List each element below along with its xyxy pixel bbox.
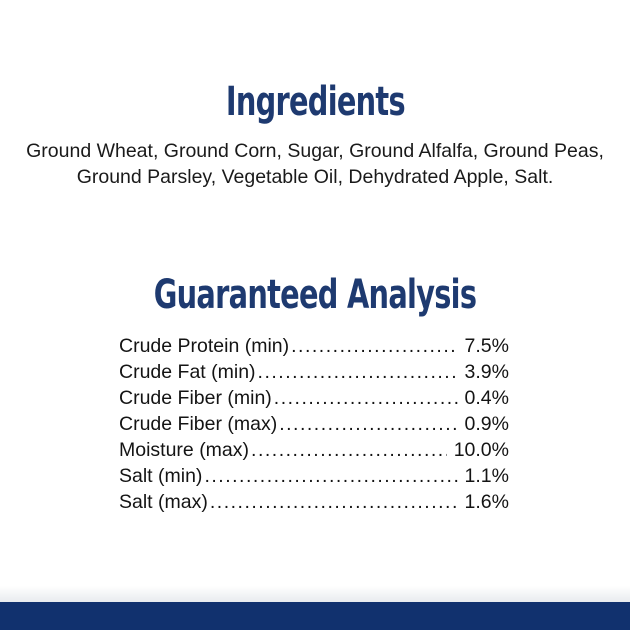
dot-leader: ........................................… [209, 491, 458, 513]
analysis-row-value: 1.1% [464, 465, 509, 487]
analysis-row: Salt (max) .............................… [119, 489, 509, 515]
dot-leader: ........................................… [204, 465, 457, 487]
dot-leader: ........................................… [279, 413, 457, 435]
analysis-row-value: 1.6% [464, 491, 509, 513]
ingredients-line: Ground Wheat, Ground Corn, Sugar, Ground… [26, 140, 604, 162]
bottom-navy-bar [0, 602, 630, 630]
analysis-row-label: Crude Fiber (max) [119, 413, 278, 435]
guaranteed-analysis-title: Guaranteed Analysis [0, 274, 630, 316]
analysis-row: Crude Fat (min) ........................… [119, 359, 509, 385]
dot-leader: ........................................… [273, 387, 458, 409]
analysis-row-label: Salt (min) [119, 465, 203, 487]
analysis-row-value: 0.4% [464, 387, 509, 409]
dot-leader: ........................................… [251, 439, 447, 461]
dot-leader: ........................................… [291, 335, 458, 357]
guaranteed-analysis-table: Crude Protein (min) ....................… [119, 333, 509, 515]
analysis-row-value: 10.0% [453, 439, 509, 461]
analysis-row: Crude Fiber (max) ......................… [119, 411, 509, 437]
analysis-row-label: Salt (max) [119, 491, 208, 513]
ingredients-line: Ground Parsley, Vegetable Oil, Dehydrate… [76, 165, 554, 188]
analysis-row-value: 7.5% [464, 335, 509, 357]
ingredients-text: Ground Wheat, Ground Corn, Sugar, Ground… [20, 139, 610, 190]
analysis-row: Crude Fiber (min) ......................… [119, 385, 509, 411]
dot-leader: ........................................… [257, 361, 458, 383]
analysis-row: Moisture (max) .........................… [119, 437, 509, 463]
analysis-row-label: Moisture (max) [119, 439, 250, 461]
analysis-row-label: Crude Fat (min) [119, 361, 256, 383]
analysis-row-label: Crude Fiber (min) [119, 387, 272, 409]
ingredients-title: Ingredients [0, 81, 630, 123]
analysis-row-value: 3.9% [464, 361, 509, 383]
analysis-row-label: Crude Protein (min) [119, 335, 290, 357]
analysis-row: Salt (min) .............................… [119, 463, 509, 489]
ingredients-title-text: Ingredients [225, 79, 405, 125]
guaranteed-analysis-title-text: Guaranteed Analysis [153, 272, 477, 318]
analysis-row-value: 0.9% [464, 413, 509, 435]
bottom-shadow [0, 586, 630, 602]
analysis-row: Crude Protein (min) ....................… [119, 333, 509, 359]
